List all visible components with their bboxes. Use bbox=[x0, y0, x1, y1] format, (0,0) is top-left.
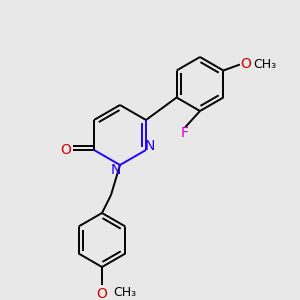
Text: N: N bbox=[144, 139, 155, 152]
Text: O: O bbox=[61, 143, 71, 157]
Text: O: O bbox=[97, 286, 107, 300]
Text: F: F bbox=[180, 126, 188, 140]
Text: N: N bbox=[110, 163, 121, 176]
Text: O: O bbox=[241, 58, 251, 71]
Text: CH₃: CH₃ bbox=[113, 286, 136, 299]
Text: CH₃: CH₃ bbox=[254, 58, 277, 71]
